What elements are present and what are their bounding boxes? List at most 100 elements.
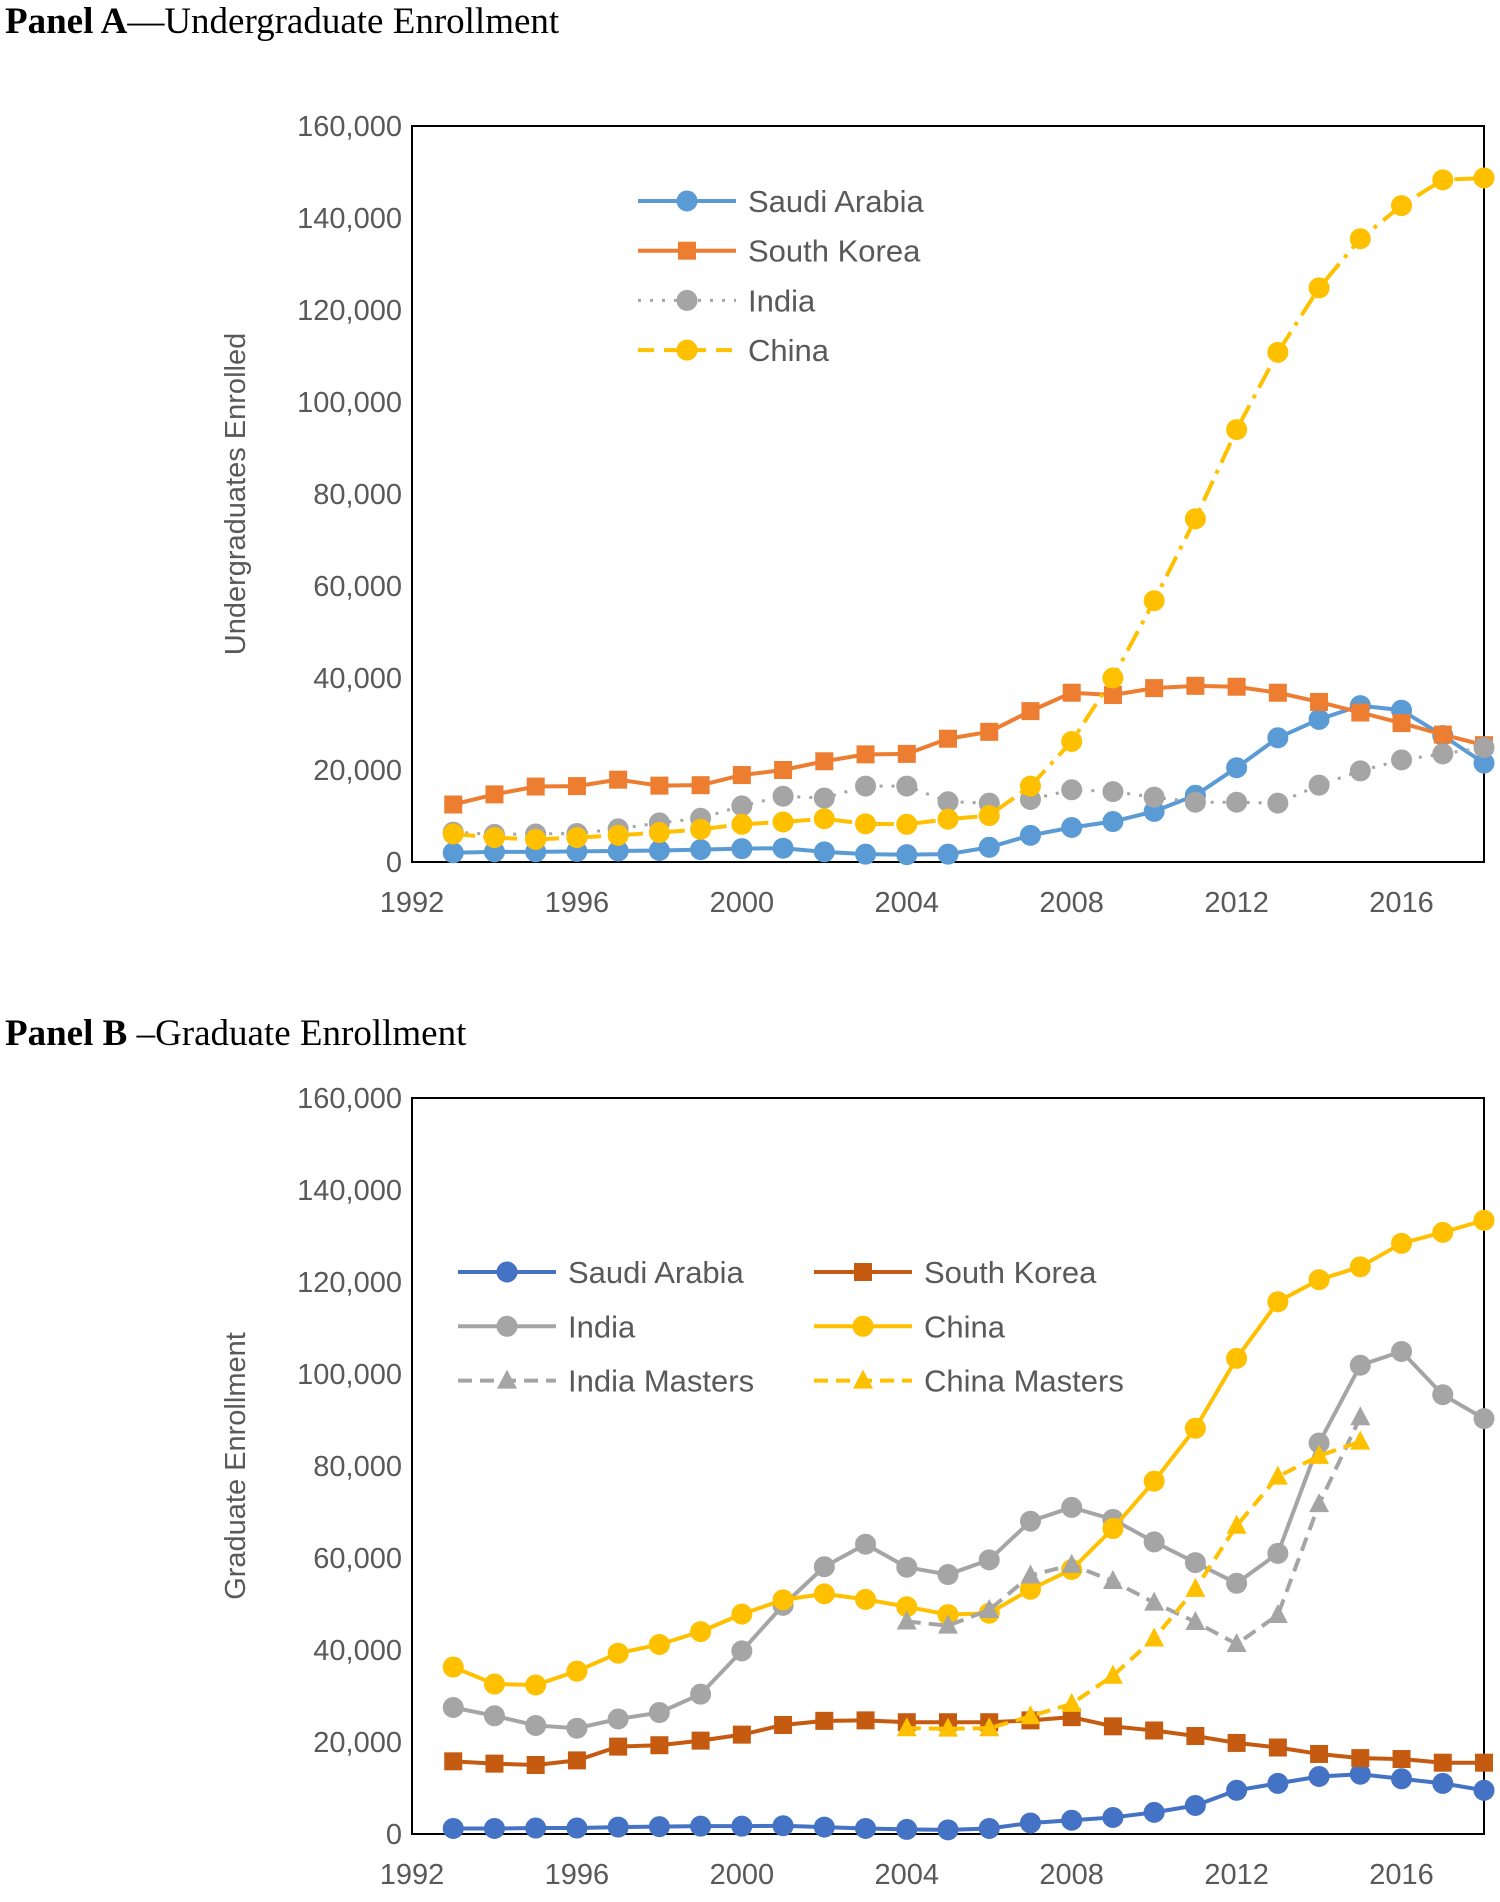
b-point-china (483, 1673, 505, 1695)
a-y-tick-label: 60,000 (313, 571, 402, 603)
b-point-china (1102, 1518, 1124, 1540)
b-line-south-korea (453, 1715, 1484, 1767)
a-point-saudi-arabia (855, 843, 877, 865)
a-point-china (1226, 419, 1248, 441)
b-point-south-korea (526, 1756, 545, 1774)
b-point-saudi-arabia (855, 1817, 877, 1839)
a-point-china (1473, 167, 1495, 189)
b-point-india-masters (1267, 1604, 1288, 1624)
b-point-saudi-arabia (772, 1815, 794, 1837)
b-series-saudi-arabia (442, 1763, 1495, 1841)
a-point-india (1061, 779, 1083, 801)
b-legend-marker (496, 1261, 518, 1283)
a-point-south-korea (774, 761, 793, 779)
a-legend-marker (676, 190, 698, 212)
b-point-saudi-arabia (1226, 1779, 1248, 1801)
a-y-tick-label: 120,000 (297, 295, 402, 327)
b-point-china-masters (979, 1717, 1000, 1737)
b-legend-item-india: India (458, 1309, 636, 1344)
b-point-south-korea (815, 1711, 834, 1730)
b-point-india (731, 1640, 753, 1662)
b-point-south-korea (650, 1736, 669, 1755)
a-point-south-korea (1227, 677, 1246, 696)
b-x-tick-label: 2000 (710, 1859, 775, 1891)
a-point-india (1267, 792, 1289, 814)
a-point-saudi-arabia (772, 837, 794, 859)
a-point-china (978, 805, 1000, 827)
a-point-india (1102, 781, 1124, 803)
b-point-south-korea (609, 1737, 628, 1756)
a-point-saudi-arabia (978, 836, 1000, 858)
a-point-india (813, 787, 835, 809)
panel-a-title-rest: —Undergraduate Enrollment (127, 1, 560, 42)
panel-b-title: Panel B –Graduate Enrollment (5, 1012, 466, 1055)
b-point-china (648, 1633, 670, 1655)
a-point-china (566, 827, 588, 849)
a-point-saudi-arabia (1267, 727, 1289, 749)
b-line-saudi-arabia (453, 1772, 1485, 1832)
a-point-saudi-arabia (731, 838, 753, 860)
b-point-india (648, 1702, 670, 1724)
a-point-south-korea (691, 776, 710, 795)
a-y-axis-title: Undergraduates Enrolled (220, 333, 252, 655)
b-y-tick-label: 0 (386, 1819, 402, 1851)
a-point-south-korea (897, 744, 916, 763)
panel-b-title-rest: –Graduate Enrollment (127, 1013, 467, 1054)
b-y-tick-label: 140,000 (297, 1175, 402, 1207)
b-point-saudi-arabia (525, 1817, 547, 1839)
a-point-india (1184, 791, 1206, 813)
a-y-tick-label: 20,000 (313, 755, 402, 787)
b-point-saudi-arabia (1102, 1806, 1124, 1828)
b-point-south-korea (1475, 1753, 1493, 1772)
b-legend-item-china-masters: China Masters (814, 1364, 1124, 1399)
b-point-india (1226, 1572, 1248, 1594)
b-point-india (937, 1564, 959, 1586)
a-point-china (1061, 730, 1083, 752)
a-point-india (1391, 749, 1413, 771)
b-point-china (1143, 1470, 1165, 1492)
a-point-china (1432, 169, 1454, 191)
a-point-south-korea (1268, 683, 1287, 702)
b-legend-label: China (924, 1309, 1006, 1344)
b-point-china-masters (938, 1717, 958, 1737)
b-point-china (1267, 1291, 1289, 1313)
a-point-china (483, 827, 505, 849)
b-point-south-korea (1227, 1733, 1246, 1752)
b-point-saudi-arabia (648, 1816, 670, 1838)
b-series-india-masters (896, 1406, 1371, 1653)
b-point-south-korea (774, 1715, 793, 1734)
b-point-saudi-arabia (1473, 1779, 1495, 1801)
a-point-south-korea (1062, 683, 1081, 702)
b-point-india (1019, 1510, 1041, 1532)
b-legend-label: South Korea (924, 1255, 1097, 1290)
b-point-south-korea (485, 1754, 504, 1773)
b-point-saudi-arabia (483, 1817, 505, 1839)
b-point-india (566, 1717, 588, 1739)
a-legend-item-india: India (638, 283, 816, 318)
b-point-saudi-arabia (607, 1816, 629, 1838)
b-point-saudi-arabia (978, 1817, 1000, 1839)
b-point-india (525, 1714, 547, 1736)
b-point-india-masters (1102, 1570, 1123, 1589)
a-legend-label: South Korea (748, 234, 921, 269)
b-point-china-masters (1185, 1577, 1206, 1597)
a-point-india (1473, 736, 1495, 758)
b-point-china (442, 1656, 464, 1678)
b-point-india (1473, 1408, 1495, 1430)
a-point-south-korea (650, 776, 669, 795)
b-point-south-korea (1351, 1749, 1370, 1768)
b-point-china (855, 1588, 877, 1610)
b-series-china-masters (896, 1430, 1371, 1737)
a-point-south-korea (609, 770, 628, 789)
b-point-india-masters (1350, 1406, 1371, 1426)
a-point-india (855, 775, 877, 797)
b-legend-marker (497, 1369, 517, 1389)
b-point-india (1184, 1552, 1206, 1574)
b-point-saudi-arabia (731, 1815, 753, 1837)
b-y-tick-label: 120,000 (297, 1267, 402, 1299)
b-point-saudi-arabia (1267, 1772, 1289, 1794)
b-point-china (1432, 1221, 1454, 1243)
b-point-south-korea (1062, 1708, 1081, 1727)
b-point-india-masters (1020, 1564, 1041, 1584)
a-point-india (772, 785, 794, 807)
